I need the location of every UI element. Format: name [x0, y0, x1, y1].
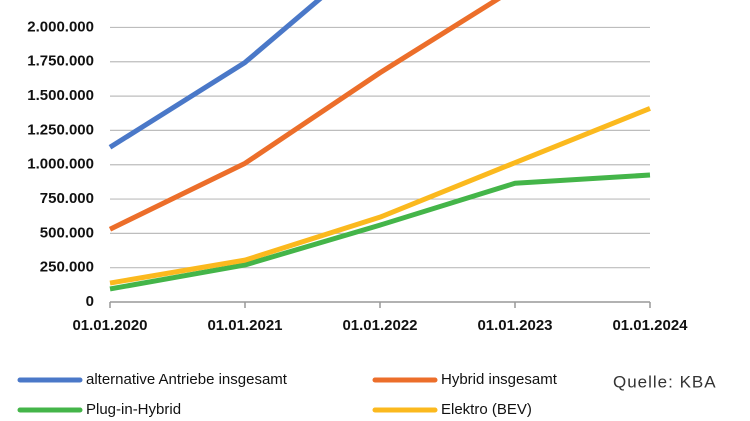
y-tick-label: 2.000.000: [27, 18, 94, 35]
x-tick-label: 01.01.2023: [477, 317, 552, 334]
series-line: [108, 0, 323, 150]
series-line: [109, 172, 651, 292]
plot-area: [108, 0, 651, 292]
legend-label: Hybrid insgesamt: [441, 371, 558, 388]
y-tick-label: 1.250.000: [27, 121, 94, 138]
y-tick-label: 750.000: [40, 190, 94, 207]
legend-label: Elektro (BEV): [441, 401, 532, 418]
y-tick-label: 1.500.000: [27, 87, 94, 104]
y-tick-label: 0: [86, 293, 94, 310]
legend-label: alternative Antriebe insgesamt: [86, 371, 288, 388]
source: Quelle: KBA: [613, 372, 717, 391]
legend-label: Plug-in-Hybrid: [86, 401, 181, 418]
x-tick-label: 01.01.2020: [72, 317, 147, 334]
y-tick-label: 1.750.000: [27, 53, 94, 70]
x-tick-label: 01.01.2024: [612, 317, 688, 334]
y-tick-label: 500.000: [40, 224, 94, 241]
series-line: [108, 0, 502, 232]
series-line: [109, 106, 651, 286]
y-tick-label: 250.000: [40, 259, 94, 276]
x-tick-label: 01.01.2021: [207, 317, 282, 334]
x-tick-label: 01.01.2022: [342, 317, 417, 334]
y-tick-label: 1.000.000: [27, 156, 94, 173]
